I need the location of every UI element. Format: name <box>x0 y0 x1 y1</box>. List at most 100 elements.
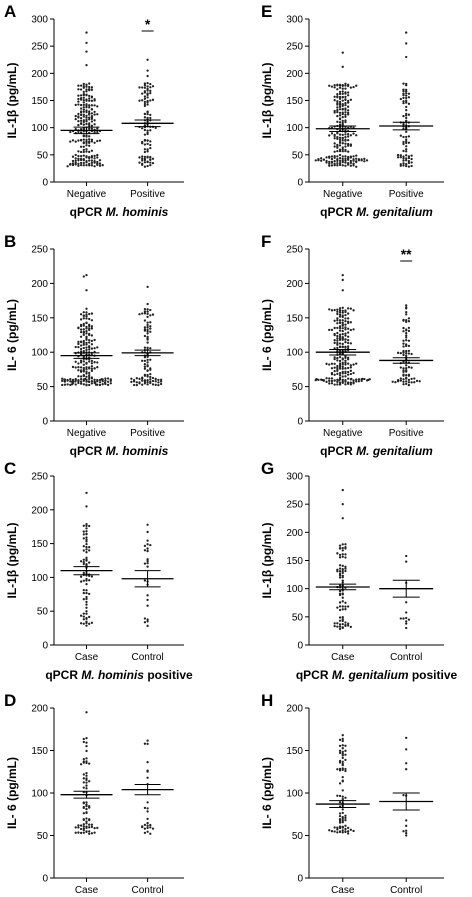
data-point <box>333 308 336 312</box>
data-point <box>146 164 149 168</box>
data-point <box>143 82 147 85</box>
data-point <box>85 41 88 45</box>
data-point <box>77 120 80 123</box>
data-point <box>341 361 344 364</box>
data-point <box>90 319 94 322</box>
data-point <box>85 380 88 383</box>
data-point <box>328 162 331 165</box>
data-point <box>344 341 347 344</box>
data-point <box>88 574 91 578</box>
data-point <box>82 82 85 86</box>
data-point <box>341 817 344 821</box>
data-point <box>341 380 344 383</box>
data-point <box>88 144 91 147</box>
data-point <box>341 137 344 140</box>
data-point <box>341 367 344 370</box>
data-point <box>143 150 147 154</box>
data-point <box>341 579 344 582</box>
data-point <box>405 834 408 837</box>
data-point <box>71 162 75 165</box>
data-point <box>143 308 147 311</box>
data-point <box>77 375 80 378</box>
data-point <box>338 801 342 804</box>
data-point <box>74 159 77 163</box>
panel-letter: F <box>261 232 271 251</box>
data-point <box>90 339 94 343</box>
data-point <box>146 549 149 553</box>
data-point <box>341 358 344 361</box>
data-point <box>336 341 339 345</box>
data-point <box>77 94 80 97</box>
data-point <box>338 371 342 375</box>
data-point <box>355 362 358 365</box>
data-point <box>344 136 347 139</box>
data-point <box>143 363 147 366</box>
data-point <box>341 375 344 378</box>
data-point <box>79 380 83 383</box>
data-point <box>79 145 83 148</box>
data-point <box>336 84 339 87</box>
data-point <box>146 358 149 362</box>
data-point <box>338 311 342 314</box>
points-case <box>74 711 99 835</box>
data-point <box>338 359 342 363</box>
y-axis-label: IL-1β (pg/mL) <box>260 63 274 139</box>
data-point <box>149 327 152 330</box>
data-point <box>146 739 149 742</box>
data-point <box>405 94 408 97</box>
data-point <box>402 149 405 153</box>
data-point <box>338 100 342 104</box>
y-tick-label: 250 <box>31 245 48 256</box>
data-point <box>338 616 342 619</box>
data-point <box>79 378 83 381</box>
data-point <box>341 363 344 366</box>
data-point <box>143 374 147 377</box>
y-tick-label: 50 <box>37 382 49 393</box>
data-point <box>338 90 342 94</box>
data-point <box>85 141 88 145</box>
data-point <box>146 150 149 153</box>
data-point <box>333 362 336 366</box>
data-point <box>79 580 83 583</box>
data-point <box>325 156 328 159</box>
data-point <box>341 112 344 116</box>
data-point <box>154 126 157 130</box>
data-point <box>402 326 405 330</box>
data-point <box>407 329 411 333</box>
data-point <box>146 308 149 311</box>
data-point <box>82 317 85 320</box>
data-point <box>338 570 342 573</box>
data-point <box>341 51 344 54</box>
data-point <box>77 139 80 142</box>
data-point <box>336 383 339 386</box>
data-point <box>90 149 94 152</box>
data-point <box>96 153 99 157</box>
data-point <box>85 116 88 119</box>
data-point <box>82 92 85 96</box>
data-point <box>407 92 411 95</box>
data-point <box>77 116 80 119</box>
data-point <box>79 827 83 831</box>
data-point <box>146 142 149 145</box>
data-point <box>70 383 74 386</box>
data-point <box>79 88 83 91</box>
data-point <box>82 591 85 595</box>
data-point <box>338 349 342 352</box>
data-point <box>402 92 405 95</box>
data-point <box>74 153 77 157</box>
data-point <box>85 556 88 559</box>
data-point <box>341 139 344 142</box>
data-point <box>330 164 334 167</box>
data-point <box>399 377 402 380</box>
data-point <box>141 825 144 828</box>
data-point <box>159 378 163 381</box>
data-point <box>330 379 334 383</box>
data-point <box>405 130 408 133</box>
data-point <box>405 116 408 120</box>
data-point <box>141 376 144 379</box>
data-point <box>88 832 91 835</box>
data-point <box>85 749 88 753</box>
data-point <box>402 100 405 103</box>
data-point <box>82 138 85 141</box>
